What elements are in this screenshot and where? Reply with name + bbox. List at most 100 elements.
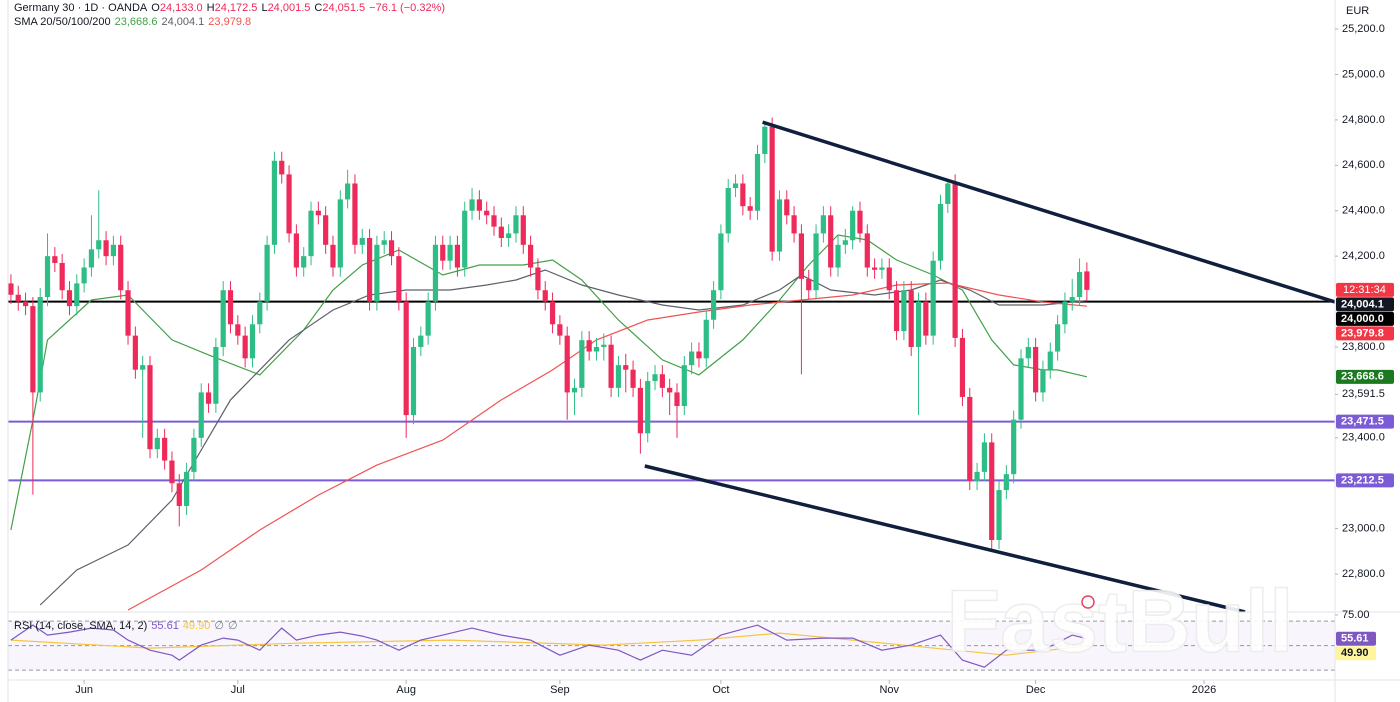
candle-body xyxy=(762,126,768,154)
candle-body xyxy=(381,240,387,245)
candle-body xyxy=(132,335,138,370)
countdown: 12:31:34 xyxy=(1343,284,1386,296)
axes: 22,800.0 23,000.0 23,400.0 23,591.5 23,800.0… xyxy=(75,23,1394,696)
candle-body xyxy=(630,369,636,388)
candle-body xyxy=(162,437,168,461)
y-tick-label: 25,000.0 xyxy=(1342,68,1385,80)
candle-body xyxy=(872,267,878,270)
candle-body xyxy=(923,301,929,336)
x-tick-label: Dec xyxy=(1026,684,1046,696)
candle-body xyxy=(689,351,695,366)
candle-body xyxy=(667,387,673,393)
indicator-name: SMA 20/50/100/200 xyxy=(14,16,111,28)
ohlc-key: L xyxy=(261,2,268,14)
candle-body xyxy=(886,267,892,291)
main-panel xyxy=(8,117,1335,612)
candle-body xyxy=(330,244,336,268)
y-tick-label: 25,200.0 xyxy=(1342,23,1385,35)
candle-body xyxy=(257,301,263,325)
price-tag xyxy=(1336,414,1394,429)
candle-body xyxy=(198,392,204,438)
candle-body xyxy=(1018,358,1024,420)
candle-body xyxy=(989,442,995,541)
candle-body xyxy=(571,387,578,393)
candle-body xyxy=(710,290,717,320)
price-tag xyxy=(1336,473,1394,488)
y-tick-label: 23,000.0 xyxy=(1342,523,1385,535)
candle-body xyxy=(506,233,512,238)
rsi-value: 49.90 xyxy=(182,620,211,632)
y-tick-label: 24,800.0 xyxy=(1342,114,1385,126)
candle-body xyxy=(996,490,1002,541)
price-tag-label: 24,000.0 xyxy=(1341,313,1384,325)
candle-body xyxy=(513,215,519,234)
alert-icon[interactable] xyxy=(1081,595,1095,609)
candle-body xyxy=(828,215,834,268)
candle-body xyxy=(1011,419,1017,475)
y-tick-label: 24,600.0 xyxy=(1342,159,1385,171)
price-tag-label: 23,668.6 xyxy=(1341,371,1384,383)
candle-body xyxy=(264,244,270,302)
candle-body xyxy=(535,267,541,291)
candle-body xyxy=(557,324,563,336)
candle-body xyxy=(1069,297,1075,302)
candle-body xyxy=(140,365,146,370)
candle-body xyxy=(915,301,922,347)
rsi-title: RSI (14, close, SMA, 14, 2) xyxy=(14,620,148,632)
candle-body xyxy=(813,233,819,291)
candle-body xyxy=(974,471,980,481)
candle-body xyxy=(118,244,124,291)
rsi-tag-label: 55.61 xyxy=(1341,633,1369,645)
price-tag-label: 24,004.1 xyxy=(1341,298,1384,310)
watermark: FastBull xyxy=(946,571,1293,670)
candle-body xyxy=(1033,346,1039,393)
candle-body xyxy=(440,244,446,261)
candle-body xyxy=(696,351,702,359)
candle-body xyxy=(154,437,160,450)
rsi-tag xyxy=(1336,631,1376,646)
candle-body xyxy=(359,237,365,245)
candle-body xyxy=(623,365,629,370)
price-tag-label: 23,212.5 xyxy=(1341,474,1384,486)
ohlc-key: C xyxy=(314,2,323,14)
x-tick-label: Jun xyxy=(75,684,93,696)
candle-body xyxy=(286,174,292,234)
candle-body xyxy=(410,346,417,416)
candle-body xyxy=(220,290,226,347)
candle-body xyxy=(718,233,724,291)
candle-body xyxy=(315,210,321,216)
candle-body xyxy=(418,335,424,347)
indicator-header: SMA 20/50/100/200 23,668.6 24,004.1 23,979.… xyxy=(14,16,255,28)
indicator-value: 23,979.8 xyxy=(208,16,252,28)
x-tick-label: Jul xyxy=(231,684,245,696)
candle-body xyxy=(374,244,380,302)
candle-body xyxy=(908,290,914,347)
rsi-tag xyxy=(1336,646,1376,661)
ohlc-value: 24,001.5 xyxy=(267,2,311,14)
candle-body xyxy=(110,244,116,257)
candle-body xyxy=(791,215,797,234)
candle-body xyxy=(176,483,182,506)
candle-body xyxy=(659,374,665,388)
rsi-panel xyxy=(8,620,1335,671)
y-tick-label: 24,200.0 xyxy=(1342,250,1385,262)
indicator-value: 23,668.6 xyxy=(114,16,158,28)
candle-body xyxy=(366,237,373,302)
candle-body xyxy=(703,319,709,359)
change: −76.1 (−0.32%) xyxy=(369,2,446,14)
candle-body xyxy=(44,256,51,298)
candle-body xyxy=(8,283,14,295)
candle-body xyxy=(769,126,775,252)
candle-body xyxy=(681,365,687,407)
candle-body xyxy=(205,392,212,404)
candle-body xyxy=(579,340,585,388)
candle-body xyxy=(432,244,439,302)
x-tick-label: 2026 xyxy=(1192,684,1216,696)
rsi-value: ∅ xyxy=(214,620,224,632)
candle-body xyxy=(469,199,475,211)
y-tick-label: 23,400.0 xyxy=(1342,432,1385,444)
price-tag xyxy=(1336,311,1394,326)
candle-body xyxy=(879,267,885,270)
candle-body xyxy=(1054,324,1061,352)
candle-body xyxy=(103,240,109,257)
